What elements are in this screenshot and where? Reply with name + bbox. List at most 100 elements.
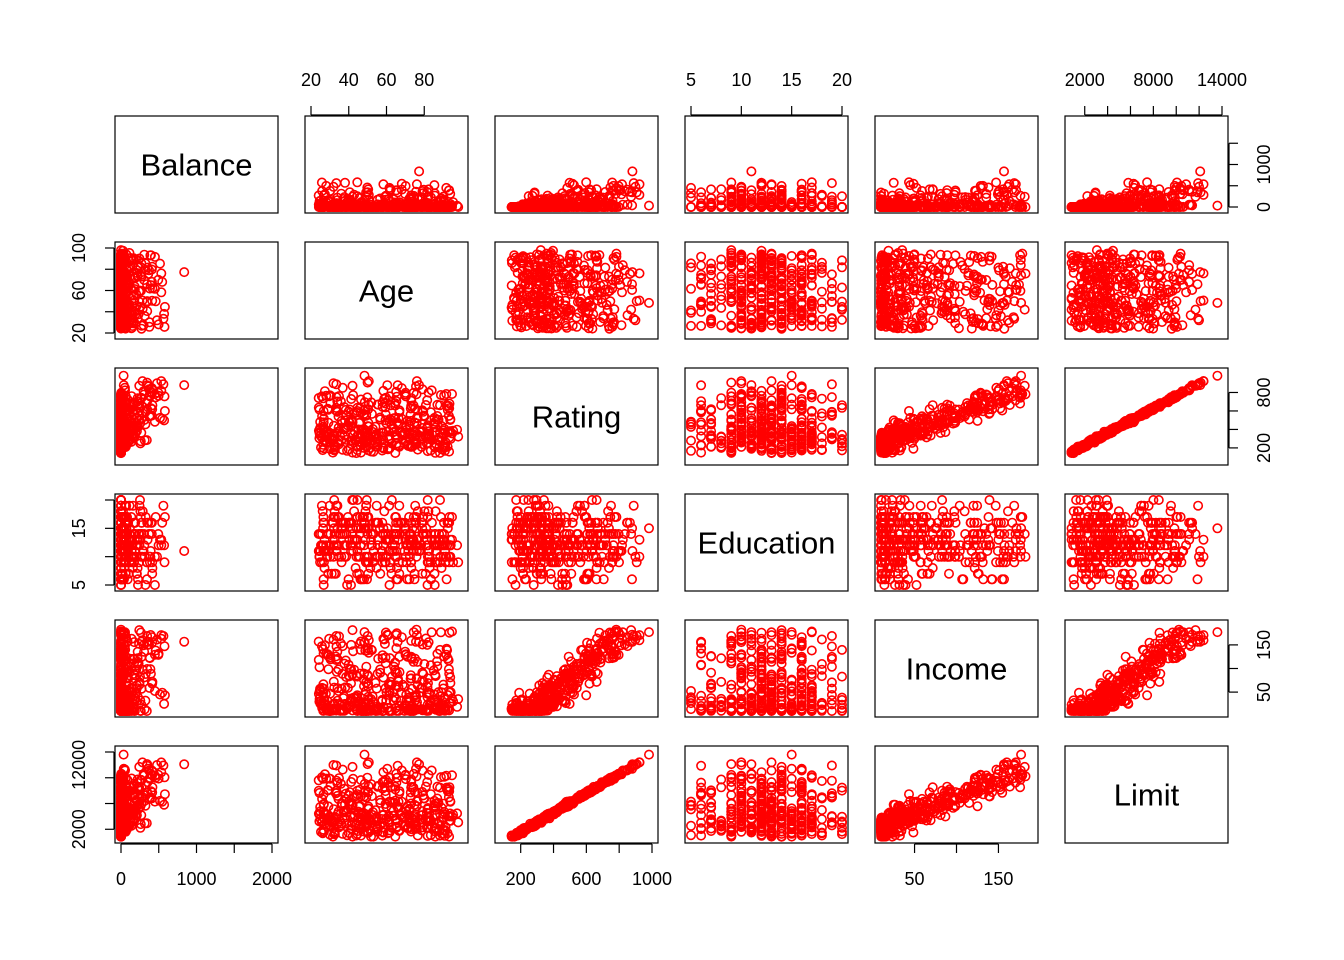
data-point	[583, 199, 594, 210]
data-point	[615, 185, 626, 196]
series-balance-vs-age	[313, 166, 464, 213]
data-point	[358, 202, 369, 213]
data-point	[179, 380, 190, 391]
data-point	[600, 262, 611, 273]
data-point	[716, 271, 727, 282]
data-point	[517, 202, 528, 213]
data-point	[766, 179, 777, 190]
data-point	[796, 178, 807, 189]
data-point	[401, 199, 412, 210]
data-point	[716, 184, 727, 195]
data-point	[928, 315, 939, 326]
data-point	[628, 178, 639, 189]
data-point	[339, 177, 350, 188]
data-point	[179, 267, 190, 278]
panel-income-vs-age	[304, 619, 469, 718]
data-point	[363, 184, 374, 195]
data-point	[726, 310, 737, 321]
data-point	[159, 405, 170, 416]
data-point	[317, 186, 328, 197]
series-rating-vs-balance	[116, 370, 190, 459]
panel-income-vs-rating	[494, 619, 659, 718]
data-point	[414, 166, 425, 177]
data-point	[584, 184, 595, 195]
panel-balance-vs-education	[684, 115, 849, 214]
data-point	[716, 302, 727, 313]
series-age-vs-limit	[1066, 245, 1223, 334]
data-point	[816, 393, 827, 404]
data-point	[685, 202, 696, 213]
data-point	[685, 182, 696, 193]
data-point	[643, 297, 654, 308]
data-point	[594, 191, 605, 202]
data-point	[361, 202, 372, 213]
data-point	[726, 195, 737, 206]
data-point	[396, 178, 407, 189]
panel-age-vs-balance	[114, 241, 279, 340]
panel-age-vs-education	[684, 241, 849, 340]
data-point	[320, 200, 331, 211]
data-point	[826, 392, 837, 403]
data-point	[429, 188, 440, 199]
data-point	[336, 202, 347, 213]
data-point	[1212, 297, 1223, 308]
data-point	[444, 201, 455, 212]
data-point	[326, 202, 337, 213]
series-age-vs-rating	[506, 245, 654, 334]
series-balance-vs-education	[685, 166, 847, 213]
panel-age-vs-rating	[494, 241, 659, 340]
data-point	[411, 179, 422, 190]
panel-balance-vs-rating	[494, 115, 659, 214]
panel-income-vs-income	[874, 619, 1039, 718]
data-point	[685, 445, 696, 456]
data-point	[571, 186, 582, 197]
data-point	[836, 191, 847, 202]
data-point	[826, 269, 837, 280]
panel-limit-vs-limit	[1064, 745, 1229, 844]
series-age-vs-income	[875, 245, 1031, 334]
panel-rating-vs-age	[304, 367, 469, 466]
series-age-vs-balance	[116, 245, 190, 334]
data-point	[776, 181, 787, 192]
series-age-vs-education	[685, 245, 847, 334]
data-point	[352, 177, 363, 188]
panel-limit-vs-education	[684, 745, 849, 844]
data-point	[347, 380, 358, 391]
data-point	[685, 192, 696, 203]
panel-education-vs-balance	[114, 493, 279, 592]
panel-education-vs-income	[874, 493, 1039, 592]
data-point	[816, 286, 827, 297]
data-point	[566, 202, 577, 213]
panel-limit-vs-income	[874, 745, 1039, 844]
panel-limit-vs-rating	[494, 745, 659, 844]
data-point	[950, 250, 961, 261]
panel-rating-vs-balance	[114, 367, 279, 466]
panel-balance-vs-limit	[1064, 115, 1229, 214]
data-point	[588, 196, 599, 207]
data-point	[429, 180, 440, 191]
data-point	[706, 197, 717, 208]
data-point	[379, 191, 390, 202]
data-point	[826, 197, 837, 208]
data-point	[547, 199, 558, 210]
data-point	[561, 202, 572, 213]
series-balance-vs-limit	[1066, 166, 1223, 213]
panel-education-vs-limit	[1064, 493, 1229, 592]
data-point	[557, 188, 568, 199]
data-point	[622, 199, 633, 210]
data-point	[888, 177, 899, 188]
data-point	[1185, 310, 1196, 321]
panel-education-vs-rating	[494, 493, 659, 592]
data-point	[766, 385, 777, 396]
data-point	[438, 194, 449, 205]
data-point	[384, 182, 395, 193]
data-point	[696, 320, 707, 331]
data-point	[440, 202, 451, 213]
data-point	[1190, 304, 1201, 315]
data-point	[418, 188, 429, 199]
data-point	[383, 202, 394, 213]
series-rating-vs-education	[685, 370, 847, 459]
data-point	[1212, 200, 1223, 211]
data-point	[1133, 321, 1144, 332]
